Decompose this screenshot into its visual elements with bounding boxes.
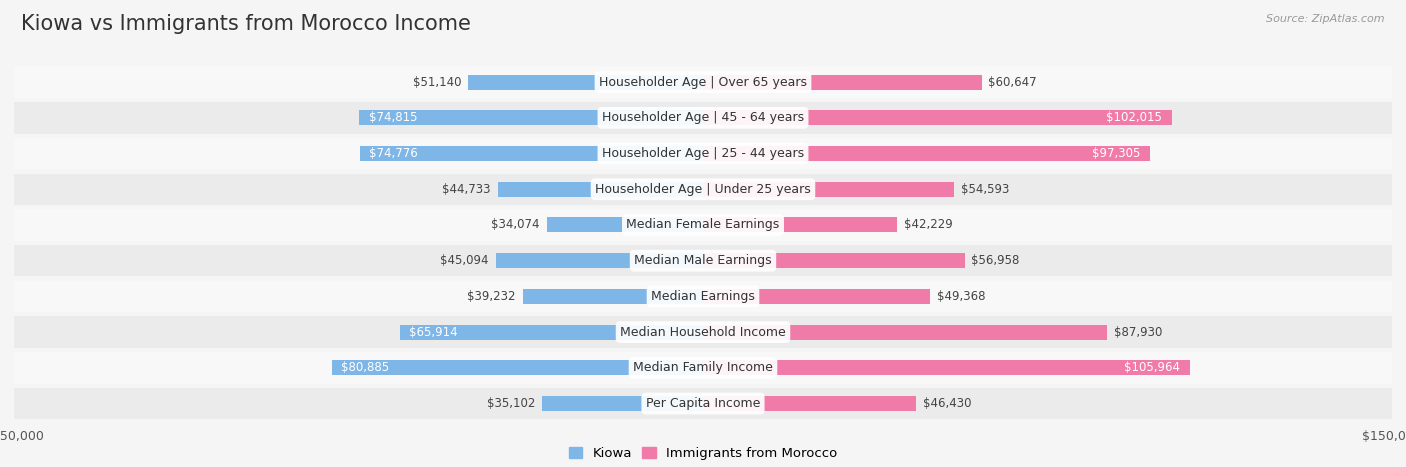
Bar [360, 110, 703, 125]
Bar [703, 218, 897, 233]
Bar [332, 361, 703, 375]
Text: Median Earnings: Median Earnings [651, 290, 755, 303]
Text: $56,958: $56,958 [972, 254, 1019, 267]
Bar [498, 182, 703, 197]
Text: $51,140: $51,140 [413, 76, 461, 89]
Bar [496, 253, 703, 268]
Text: $102,015: $102,015 [1107, 111, 1163, 124]
Bar [360, 146, 703, 161]
Text: $97,305: $97,305 [1092, 147, 1140, 160]
Bar [14, 388, 1392, 419]
Text: Kiowa vs Immigrants from Morocco Income: Kiowa vs Immigrants from Morocco Income [21, 14, 471, 34]
Text: $105,964: $105,964 [1125, 361, 1181, 375]
Bar [14, 174, 1392, 205]
Bar [14, 281, 1392, 312]
Bar [14, 102, 1392, 134]
Bar [703, 110, 1171, 125]
Text: Median Household Income: Median Household Income [620, 325, 786, 339]
Bar [14, 66, 1392, 98]
Bar [547, 218, 703, 233]
Text: Householder Age | 45 - 64 years: Householder Age | 45 - 64 years [602, 111, 804, 124]
Text: $74,815: $74,815 [368, 111, 418, 124]
Bar [541, 396, 703, 411]
Text: Median Female Earnings: Median Female Earnings [627, 219, 779, 232]
Text: $42,229: $42,229 [904, 219, 953, 232]
Bar [14, 352, 1392, 383]
Bar [703, 396, 917, 411]
Text: $49,368: $49,368 [936, 290, 986, 303]
Text: Householder Age | Under 25 years: Householder Age | Under 25 years [595, 183, 811, 196]
Bar [14, 317, 1392, 348]
Text: $44,733: $44,733 [441, 183, 491, 196]
Bar [703, 361, 1189, 375]
Text: Median Male Earnings: Median Male Earnings [634, 254, 772, 267]
Bar [14, 209, 1392, 241]
Bar [703, 253, 965, 268]
Text: $60,647: $60,647 [988, 76, 1038, 89]
Text: $34,074: $34,074 [491, 219, 540, 232]
Bar [703, 182, 953, 197]
Text: $74,776: $74,776 [368, 147, 418, 160]
Bar [14, 245, 1392, 276]
Legend: Kiowa, Immigrants from Morocco: Kiowa, Immigrants from Morocco [564, 442, 842, 466]
Text: Source: ZipAtlas.com: Source: ZipAtlas.com [1267, 14, 1385, 24]
Text: Median Family Income: Median Family Income [633, 361, 773, 375]
Bar [523, 289, 703, 304]
Bar [703, 289, 929, 304]
Text: $80,885: $80,885 [340, 361, 389, 375]
Text: $87,930: $87,930 [1114, 325, 1163, 339]
Text: Householder Age | Over 65 years: Householder Age | Over 65 years [599, 76, 807, 89]
Bar [14, 138, 1392, 169]
Text: $39,232: $39,232 [467, 290, 516, 303]
Bar [703, 75, 981, 90]
Text: $46,430: $46,430 [924, 397, 972, 410]
Bar [703, 325, 1107, 340]
Bar [703, 146, 1150, 161]
Text: $65,914: $65,914 [409, 325, 458, 339]
Text: $35,102: $35,102 [486, 397, 534, 410]
Text: Per Capita Income: Per Capita Income [645, 397, 761, 410]
Text: $54,593: $54,593 [960, 183, 1010, 196]
Bar [401, 325, 703, 340]
Text: $45,094: $45,094 [440, 254, 489, 267]
Bar [468, 75, 703, 90]
Text: Householder Age | 25 - 44 years: Householder Age | 25 - 44 years [602, 147, 804, 160]
